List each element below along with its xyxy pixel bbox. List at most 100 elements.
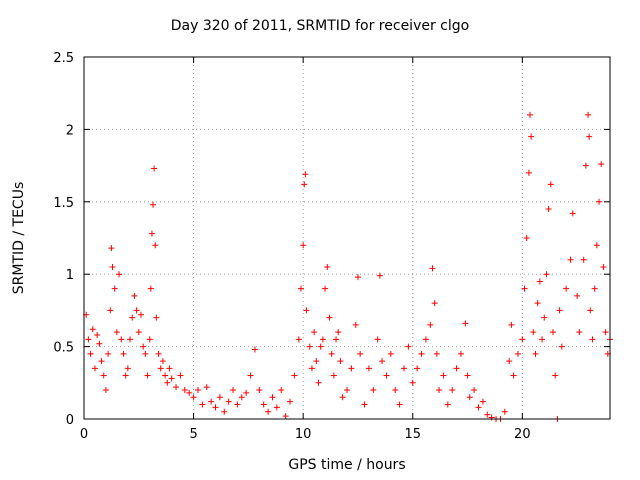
x-tick-label: 5 (189, 427, 197, 442)
data-point (324, 263, 331, 270)
data-point (287, 398, 294, 405)
data-point (173, 384, 180, 391)
data-point (431, 300, 438, 307)
data-point (151, 165, 158, 172)
data-point (591, 285, 598, 292)
data-point (107, 307, 114, 314)
data-point (339, 394, 346, 401)
data-point (387, 350, 394, 357)
data-point (539, 336, 546, 343)
data-point (153, 314, 160, 321)
data-point (352, 321, 359, 328)
data-point (225, 398, 232, 405)
x-axis-label: GPS time / hours (288, 457, 406, 473)
y-tick-label: 0 (66, 413, 74, 428)
data-point (302, 171, 309, 178)
data-point (396, 401, 403, 408)
data-point (177, 372, 184, 379)
data-point (157, 365, 164, 372)
y-tick-label: 1.5 (53, 196, 74, 211)
data-point (208, 398, 215, 405)
data-point (322, 285, 329, 292)
data-point (514, 350, 521, 357)
data-point (98, 358, 105, 365)
data-point (148, 230, 155, 237)
data-point (91, 365, 98, 372)
data-point (598, 161, 605, 168)
data-point (166, 365, 173, 372)
data-point (265, 408, 272, 415)
data-point (308, 365, 315, 372)
data-point (315, 379, 322, 386)
y-tick-label: 2 (66, 123, 74, 138)
data-point (488, 414, 495, 421)
data-point (383, 372, 390, 379)
data-point (436, 387, 443, 394)
data-point (105, 350, 112, 357)
x-tick-label: 10 (295, 427, 312, 442)
data-point (194, 387, 201, 394)
data-point (379, 358, 386, 365)
data-point (140, 343, 147, 350)
data-point (269, 394, 276, 401)
data-point (418, 350, 425, 357)
data-point (558, 343, 565, 350)
data-point (333, 336, 340, 343)
grid-lines (84, 57, 610, 419)
data-point (89, 326, 96, 333)
data-point (370, 387, 377, 394)
data-point (593, 242, 600, 249)
data-point (545, 206, 552, 213)
data-point (508, 321, 515, 328)
data-point (479, 398, 486, 405)
data-point (146, 336, 153, 343)
data-point (147, 285, 154, 292)
data-point (462, 320, 469, 327)
x-tick-label: 0 (80, 427, 88, 442)
data-point (400, 365, 407, 372)
data-point (152, 242, 159, 249)
data-point (337, 358, 344, 365)
data-point (301, 181, 308, 188)
data-point (475, 404, 482, 411)
data-point (574, 292, 581, 299)
data-point (319, 336, 326, 343)
data-point (433, 350, 440, 357)
data-point (203, 384, 210, 391)
data-point (221, 408, 228, 415)
data-point (133, 307, 140, 314)
data-point (536, 278, 543, 285)
data-point (111, 285, 118, 292)
data-point (330, 372, 337, 379)
data-point (313, 358, 320, 365)
data-point (297, 285, 304, 292)
data-point (567, 256, 574, 263)
data-point (550, 329, 557, 336)
data-point (521, 285, 528, 292)
data-point (102, 387, 109, 394)
data-point (247, 372, 254, 379)
data-point (135, 329, 142, 336)
data-point (449, 387, 456, 394)
data-point (427, 321, 434, 328)
data-point (256, 387, 263, 394)
data-point (528, 133, 535, 140)
data-point (501, 408, 508, 415)
data-point (525, 169, 532, 176)
data-point (159, 358, 166, 365)
data-point (144, 372, 151, 379)
data-point (273, 404, 280, 411)
data-point (365, 365, 372, 372)
data-point (444, 401, 451, 408)
data-point (113, 329, 120, 336)
data-point (118, 336, 125, 343)
data-point (519, 336, 526, 343)
data-point (440, 372, 447, 379)
data-point (344, 387, 350, 394)
data-point (326, 314, 333, 321)
data-point (199, 401, 206, 408)
data-point (116, 271, 123, 278)
x-tick-label: 15 (404, 427, 421, 442)
y-tick-label: 2.5 (53, 51, 74, 66)
